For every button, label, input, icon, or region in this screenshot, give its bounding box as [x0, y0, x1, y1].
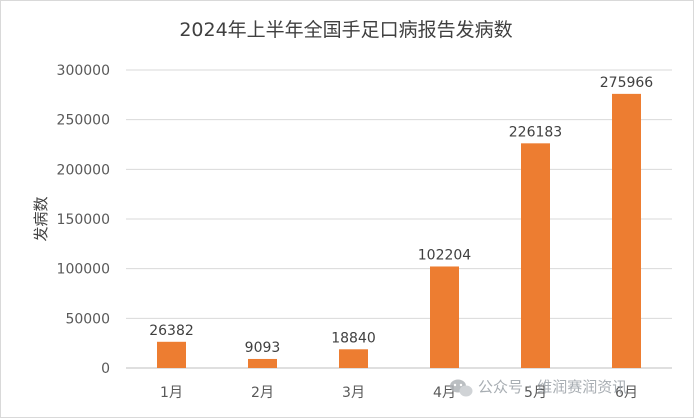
y-tick-label: 50000 — [65, 311, 110, 327]
x-tick-label: 3月 — [342, 385, 365, 401]
data-label: 18840 — [331, 330, 376, 346]
bar — [248, 358, 277, 368]
y-axis-label: 发病数 — [32, 196, 50, 241]
x-tick-label: 6月 — [615, 385, 638, 401]
data-label: 102204 — [418, 247, 472, 263]
watermark-text: 公众号 · 维润赛润资讯 — [478, 378, 627, 396]
bar — [521, 143, 550, 368]
bar — [339, 349, 368, 368]
x-axis-ticks: 1月 2月 3月 4月 5月 6月 — [160, 385, 638, 401]
x-tick-label: 1月 — [160, 385, 183, 401]
bars — [157, 93, 641, 368]
data-label: 9093 — [245, 340, 281, 356]
watermark: 公众号 · 维润赛润资讯 — [450, 378, 627, 397]
y-tick-label: 0 — [101, 361, 110, 377]
wechat-icon — [450, 379, 473, 397]
data-label: 226183 — [509, 124, 562, 140]
y-tick-label: 250000 — [57, 113, 110, 129]
chart-title: 2024年上半年全国手足口病报告发病数 — [179, 19, 512, 41]
y-tick-label: 100000 — [57, 262, 110, 278]
bar — [612, 93, 641, 368]
x-tick-label: 2月 — [251, 385, 274, 401]
y-axis-ticks: 300000 250000 200000 150000 100000 50000 0 — [57, 63, 110, 377]
x-tick-label: 5月 — [524, 385, 547, 401]
data-label: 275966 — [600, 75, 654, 91]
bar — [157, 341, 186, 368]
data-labels: 26382 9093 18840 102204 226183 275966 — [149, 75, 653, 356]
bar — [430, 266, 459, 368]
y-tick-label: 150000 — [57, 212, 110, 228]
y-tick-label: 200000 — [57, 162, 110, 178]
data-label: 26382 — [149, 323, 194, 339]
y-tick-label: 300000 — [57, 63, 110, 79]
gridlines — [126, 69, 672, 369]
x-tick-label: 4月 — [433, 385, 456, 401]
